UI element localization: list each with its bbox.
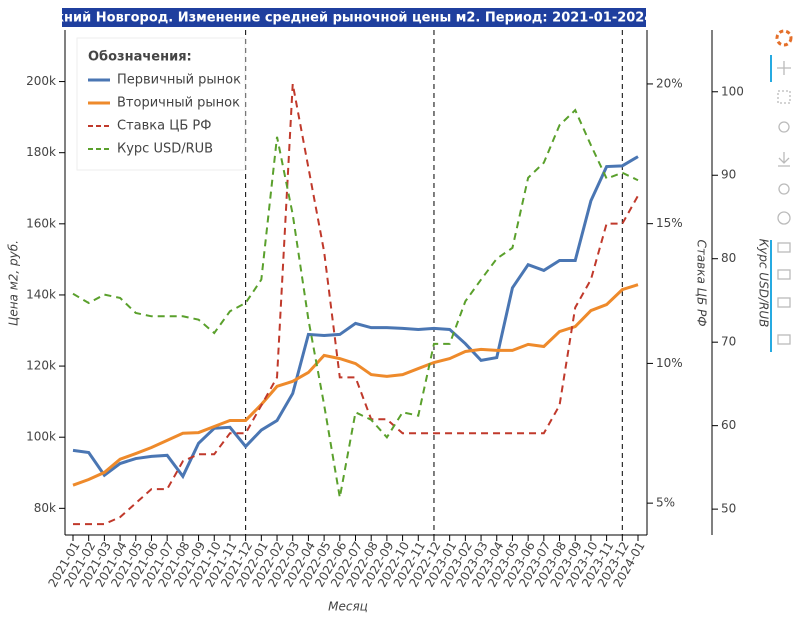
help-tool[interactable] (777, 211, 791, 225)
toolbar (770, 29, 793, 352)
y-tick-label: 120k (26, 359, 56, 373)
title-bar (62, 8, 646, 27)
reset-tool[interactable] (778, 183, 790, 195)
logo (775, 29, 793, 47)
legend-label: Первичный рынок (117, 73, 241, 88)
y-tick-label: 100k (26, 430, 56, 444)
hover-tool[interactable] (777, 242, 791, 253)
hover-tool[interactable] (777, 297, 791, 308)
y2-tick-label: 20% (656, 76, 683, 90)
y-tick-label: 160k (26, 216, 56, 230)
y-axis-label: Цена м2, руб. (7, 240, 21, 326)
hover-tool[interactable] (777, 334, 791, 345)
y2-tick-label: 10% (656, 356, 683, 370)
y-tick-label: 140k (26, 287, 56, 301)
y3-tick-label: 100 (721, 84, 744, 98)
y-tick-label: 80k (34, 501, 56, 515)
series-line (72, 283, 639, 487)
wheel-zoom-tool[interactable] (778, 121, 790, 133)
x-axis-label: Месяц (328, 600, 368, 614)
series-line (72, 108, 639, 498)
y-tick-label: 180k (26, 145, 56, 159)
y3-tick-label: 50 (721, 502, 736, 516)
legend-label: Ставка ЦБ РФ (117, 119, 211, 134)
legend-label: Курс USD/RUB (117, 142, 213, 157)
y3-tick-label: 80 (721, 251, 736, 265)
y3-tick-label: 60 (721, 418, 736, 432)
hover-tool[interactable] (777, 269, 791, 280)
y3-axis-label: Курс USD/RUB (757, 239, 771, 328)
y2-tick-label: 5% (656, 496, 675, 510)
pan-tool[interactable] (777, 61, 791, 75)
series-line (73, 83, 639, 526)
y-tick-label: 200k (26, 74, 56, 88)
save-tool[interactable] (778, 152, 790, 167)
chart-title: Нижний Новгород. Изменение средней рыноч… (31, 11, 677, 26)
legend-label: Вторичный рынок (117, 96, 240, 111)
y3-tick-label: 90 (721, 168, 736, 182)
y3-tick-label: 70 (721, 335, 736, 349)
legend-title: Обозначения: (88, 50, 192, 65)
box-zoom-tool[interactable] (777, 90, 791, 104)
y2-axis-label: Ставка ЦБ РФ (695, 239, 709, 326)
series-line (72, 155, 639, 480)
y2-tick-label: 15% (656, 216, 683, 230)
